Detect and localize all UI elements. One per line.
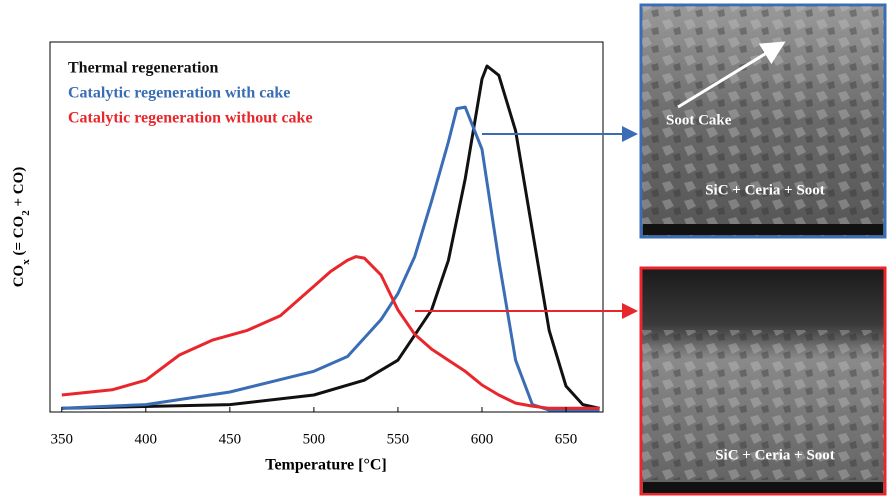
x-tick-label: 400 (135, 431, 158, 447)
y-axis-title-part: (= CO (11, 216, 27, 260)
x-axis-title: Temperature [°C] (265, 457, 386, 474)
x-tick-label: 600 (471, 431, 494, 447)
y-axis-title: COx (= CO2 + CO) (11, 167, 31, 288)
image-label: SiC + Ceria + Soot (715, 447, 835, 463)
x-tick-label: 550 (387, 431, 410, 447)
image-label: SiC + Ceria + Soot (705, 182, 825, 198)
line-series (62, 257, 600, 409)
page: Temperature [°C] COx (= CO2 + CO) Soot C… (0, 0, 887, 496)
x-tick-label: 450 (219, 431, 242, 447)
legend-entry: Catalytic regeneration with cake (68, 85, 290, 102)
figure: Temperature [°C] COx (= CO2 + CO) Soot C… (0, 0, 887, 496)
y-axis-title-part: CO (11, 265, 27, 288)
image-label: Soot Cake (666, 112, 732, 128)
x-tick-label: 650 (555, 431, 578, 447)
x-tick-label: 350 (51, 431, 74, 447)
legend-entry: Thermal regeneration (68, 60, 218, 77)
y-axis-title-part: + CO) (11, 167, 27, 211)
legend-entry: Catalytic regeneration without cake (68, 110, 313, 127)
x-tick-label: 500 (303, 431, 326, 447)
